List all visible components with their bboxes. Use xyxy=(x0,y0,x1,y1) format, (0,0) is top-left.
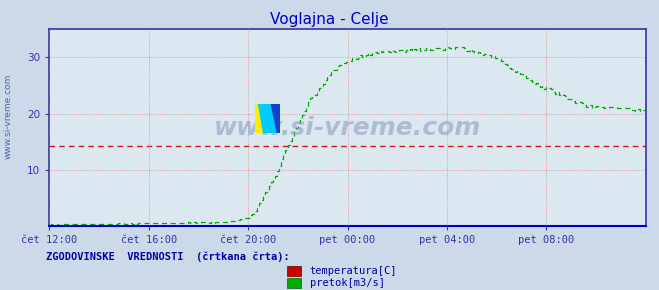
Text: pretok[m3/s]: pretok[m3/s] xyxy=(310,278,385,288)
Polygon shape xyxy=(258,104,276,133)
Text: www.si-vreme.com: www.si-vreme.com xyxy=(214,116,481,139)
Bar xyxy=(268,104,280,133)
Bar xyxy=(255,104,268,133)
Text: ZGODOVINSKE  VREDNOSTI  (črtkana črta):: ZGODOVINSKE VREDNOSTI (črtkana črta): xyxy=(46,251,290,262)
Text: temperatura[C]: temperatura[C] xyxy=(310,266,397,276)
Text: Voglajna - Celje: Voglajna - Celje xyxy=(270,12,389,27)
Text: www.si-vreme.com: www.si-vreme.com xyxy=(3,73,13,159)
